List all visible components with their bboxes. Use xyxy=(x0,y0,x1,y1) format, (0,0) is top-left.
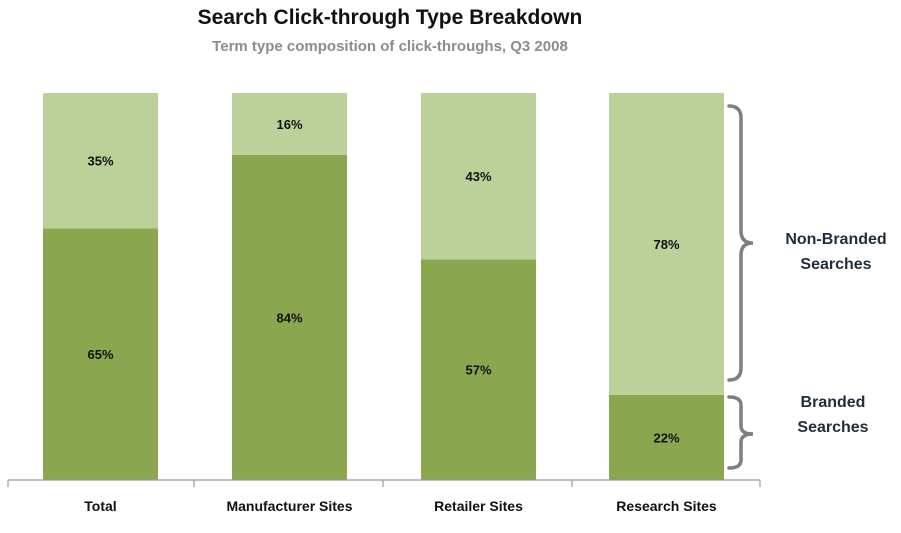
chart-subtitle: Term type composition of click-throughs,… xyxy=(212,38,568,55)
bar-retailer-sites-non-branded-searches xyxy=(421,93,536,260)
bar-total-branded-searches xyxy=(43,228,158,480)
data-label-research-sites-non-branded-searches: 78% xyxy=(653,237,679,252)
bar-manufacturer-sites-branded-searches xyxy=(232,154,347,481)
data-label-manufacturer-sites-non-branded-searches: 16% xyxy=(276,117,302,132)
bar-total-non-branded-searches xyxy=(43,93,158,229)
branded-brace xyxy=(727,395,754,470)
bar-manufacturer-sites-non-branded-searches xyxy=(232,93,347,155)
data-label-total-branded-searches: 65% xyxy=(87,347,113,362)
data-label-total-non-branded-searches: 35% xyxy=(87,154,113,169)
data-label-research-sites-branded-searches: 22% xyxy=(653,430,679,445)
bar-research-sites-branded-searches xyxy=(609,394,724,480)
branded-label-line2: Searches xyxy=(797,419,868,436)
bar-retailer-sites-branded-searches xyxy=(421,259,536,480)
category-label-total: Total xyxy=(84,498,116,514)
bar-research-sites-non-branded-searches xyxy=(609,93,724,395)
non-branded-brace xyxy=(727,104,754,382)
branded-label-line1: Branded xyxy=(801,394,866,411)
category-label-research-sites: Research Sites xyxy=(616,498,717,514)
non-branded-label-line2: Searches xyxy=(800,256,871,273)
bars-group: 65% 35% 84% 16% 57% 43% 22% 78% xyxy=(43,93,724,481)
category-label-retailer-sites: Retailer Sites xyxy=(434,498,523,514)
data-label-manufacturer-sites-branded-searches: 84% xyxy=(276,310,302,325)
data-label-retailer-sites-branded-searches: 57% xyxy=(465,363,491,378)
annotation-labels: Non-Branded Searches Branded Searches xyxy=(785,231,886,436)
chart-title: Search Click-through Type Breakdown xyxy=(197,6,583,29)
data-label-retailer-sites-non-branded-searches: 43% xyxy=(465,169,491,184)
non-branded-label-line1: Non-Branded xyxy=(785,231,886,248)
category-label-manufacturer-sites: Manufacturer Sites xyxy=(226,498,352,514)
x-axis: Total Manufacturer Sites Retailer Sites Res… xyxy=(7,479,761,514)
brace-annotations xyxy=(727,104,754,470)
